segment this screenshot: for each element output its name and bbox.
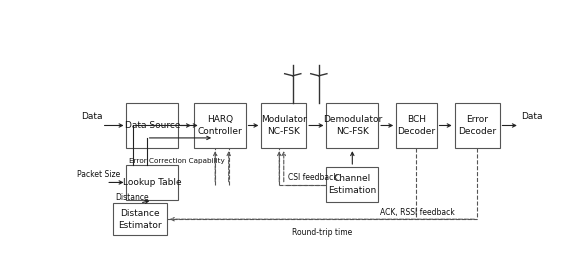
- Text: Estimation: Estimation: [328, 186, 376, 195]
- Text: Decoder: Decoder: [397, 127, 436, 136]
- Text: ACK, RSSI feedback: ACK, RSSI feedback: [380, 208, 455, 217]
- FancyBboxPatch shape: [261, 103, 306, 148]
- Text: Distance: Distance: [115, 193, 149, 202]
- Text: Estimator: Estimator: [118, 221, 162, 230]
- FancyBboxPatch shape: [327, 167, 378, 202]
- Text: Data: Data: [81, 112, 103, 121]
- Text: Lookup Table: Lookup Table: [123, 178, 182, 187]
- FancyBboxPatch shape: [126, 103, 178, 148]
- FancyBboxPatch shape: [396, 103, 437, 148]
- Text: Data: Data: [521, 112, 543, 121]
- Text: Data Source: Data Source: [125, 121, 180, 130]
- FancyBboxPatch shape: [327, 103, 378, 148]
- FancyBboxPatch shape: [194, 103, 245, 148]
- Text: NC-FSK: NC-FSK: [267, 127, 300, 136]
- FancyBboxPatch shape: [113, 203, 167, 235]
- Text: HARQ: HARQ: [206, 115, 233, 124]
- Text: Error: Error: [466, 115, 488, 124]
- Text: CSI feedback: CSI feedback: [288, 174, 338, 182]
- Text: BCH: BCH: [407, 115, 426, 124]
- Text: Modulator: Modulator: [261, 115, 307, 124]
- Text: Error Correction Capability: Error Correction Capability: [129, 158, 224, 164]
- FancyBboxPatch shape: [126, 165, 178, 200]
- Text: Round-trip time: Round-trip time: [292, 228, 352, 236]
- Text: Packet Size: Packet Size: [77, 170, 120, 179]
- FancyBboxPatch shape: [455, 103, 499, 148]
- Text: Controller: Controller: [197, 127, 242, 136]
- Text: NC-FSK: NC-FSK: [336, 127, 369, 136]
- Text: Channel: Channel: [334, 174, 371, 183]
- Text: Demodulator: Demodulator: [322, 115, 382, 124]
- Text: Decoder: Decoder: [458, 127, 496, 136]
- Text: Distance: Distance: [120, 208, 160, 218]
